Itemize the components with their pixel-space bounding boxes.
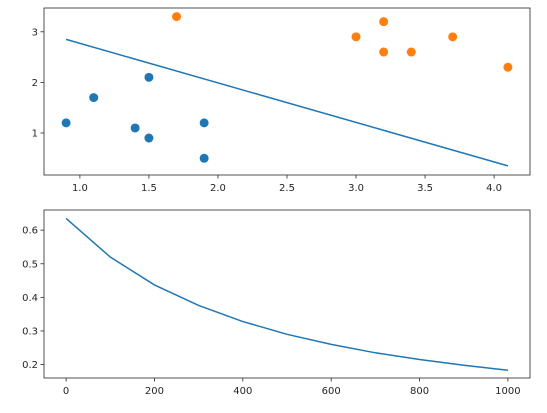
x-tick-label: 1000 — [495, 386, 520, 397]
scatter-point — [406, 47, 416, 57]
scatter-point — [379, 17, 389, 27]
x-tick-label: 0 — [63, 386, 69, 397]
scatter-point — [130, 123, 140, 133]
x-tick-label: 3.5 — [417, 183, 433, 194]
series-line — [65, 217, 508, 372]
y-tick-label: 0.5 — [22, 259, 38, 270]
y-tick-label: 0.3 — [22, 326, 38, 337]
loss-line-panel: 0 200 400 600 800 1000 0.2 0.3 0.4 0.5 0.6 — [22, 209, 531, 397]
y-tick-label: 0.2 — [22, 360, 38, 371]
scatter-point — [89, 93, 99, 103]
scatter-point — [351, 32, 361, 42]
y-tick-label: 1 — [32, 128, 38, 139]
scatter-point — [144, 72, 154, 82]
x-tick-label: 4.0 — [486, 183, 502, 194]
axes-frame — [43, 209, 531, 379]
x-tick-label: 400 — [233, 386, 252, 397]
scatter-point — [172, 12, 182, 22]
y-tick-label: 3 — [32, 27, 38, 38]
scatter-point — [379, 47, 389, 57]
x-tick-label: 2.5 — [279, 183, 295, 194]
y-tick-label: 0.4 — [22, 293, 38, 304]
scatter-point — [199, 153, 209, 163]
x-tick-label: 2.0 — [210, 183, 226, 194]
scatter-point — [448, 32, 458, 42]
scatter-point — [199, 118, 209, 128]
scatter-point — [144, 133, 154, 143]
x-tick-label: 800 — [410, 386, 429, 397]
scatter-point — [503, 62, 513, 72]
x-tick-label: 3.0 — [348, 183, 364, 194]
x-tick-label: 1.0 — [72, 183, 88, 194]
x-tick-label: 600 — [322, 386, 341, 397]
scatter-panel: 1.0 1.5 2.0 2.5 3.0 3.5 4.0 1 2 3 — [32, 7, 531, 194]
x-tick-label: 1.5 — [141, 183, 157, 194]
x-tick-label: 200 — [145, 386, 164, 397]
scatter-point — [61, 118, 71, 128]
y-tick-label: 2 — [32, 78, 38, 89]
y-tick-label: 0.6 — [22, 226, 38, 237]
series-line — [65, 38, 509, 167]
